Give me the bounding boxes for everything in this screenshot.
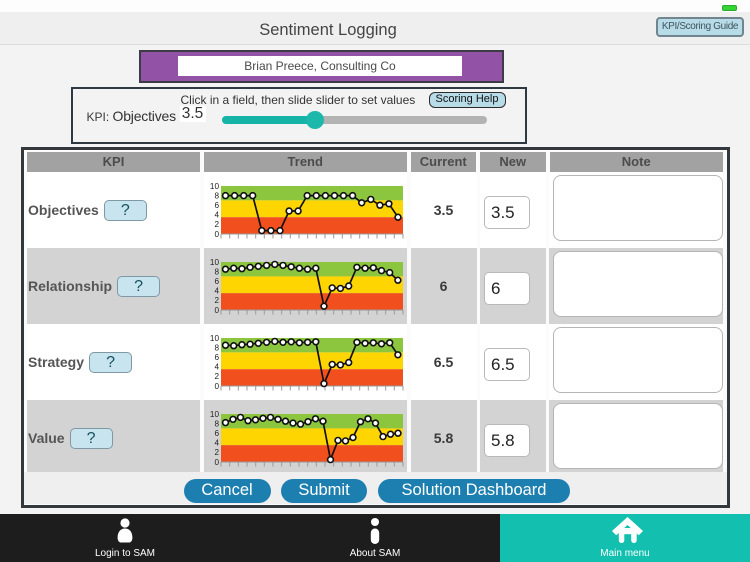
svg-text:8: 8 <box>214 343 219 352</box>
svg-text:6: 6 <box>214 429 219 438</box>
svg-text:4: 4 <box>214 363 219 372</box>
svg-text:2: 2 <box>214 220 219 229</box>
svg-text:4: 4 <box>214 287 219 296</box>
svg-text:10: 10 <box>210 182 220 191</box>
svg-text:10: 10 <box>210 410 220 419</box>
svg-text:6: 6 <box>214 353 219 362</box>
svg-text:6: 6 <box>214 277 219 286</box>
svg-text:8: 8 <box>214 419 219 428</box>
svg-text:4: 4 <box>214 211 219 220</box>
svg-text:0: 0 <box>214 230 219 239</box>
svg-text:8: 8 <box>214 191 219 200</box>
svg-text:0: 0 <box>214 306 219 315</box>
svg-text:0: 0 <box>214 382 219 391</box>
svg-text:6: 6 <box>214 201 219 210</box>
svg-text:4: 4 <box>214 439 219 448</box>
svg-text:0: 0 <box>214 458 219 467</box>
svg-text:10: 10 <box>210 334 220 343</box>
svg-text:8: 8 <box>214 267 219 276</box>
svg-text:2: 2 <box>214 448 219 457</box>
svg-text:10: 10 <box>210 258 220 267</box>
svg-text:2: 2 <box>214 372 219 381</box>
svg-text:2: 2 <box>214 296 219 305</box>
